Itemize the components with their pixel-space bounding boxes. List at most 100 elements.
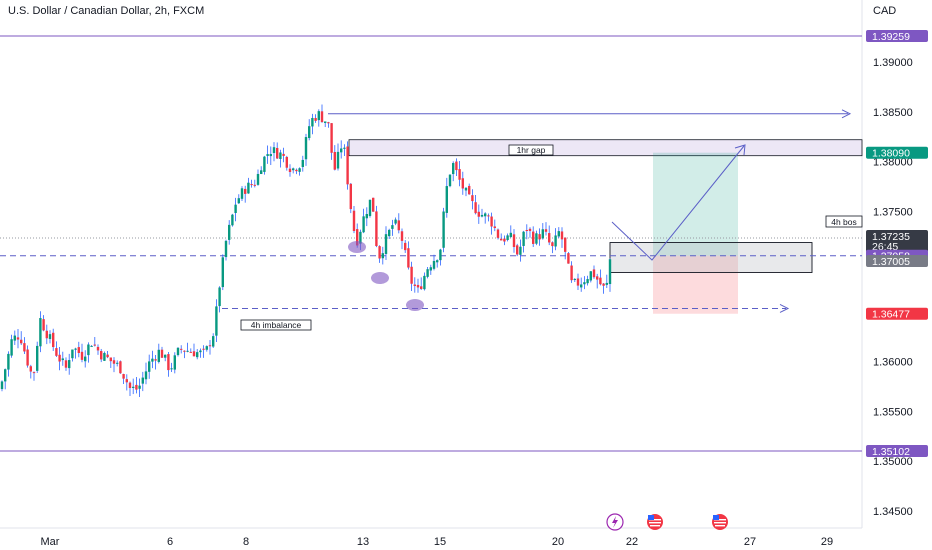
projection-arrow-head <box>734 144 746 156</box>
candle-body <box>544 229 548 232</box>
candle-body <box>436 260 439 263</box>
swing-low-marker <box>406 299 424 311</box>
candle-body <box>103 352 106 361</box>
bos-label: 4h bos <box>831 217 857 227</box>
candle-body <box>106 354 109 358</box>
price-tick-label: 1.38000 <box>873 157 913 169</box>
time-axis[interactable]: Mar 6 8 13 15 20 22 27 29 <box>41 536 834 548</box>
candle-body <box>234 204 237 213</box>
gap-label-box <box>508 144 554 156</box>
demand-box <box>609 242 813 273</box>
candle-body <box>196 352 199 358</box>
candle-body <box>23 343 26 352</box>
candle-body <box>477 211 480 217</box>
candle-body <box>445 186 448 213</box>
candle-body <box>512 234 516 248</box>
candle-body <box>324 121 327 123</box>
price-tag-label: 1.37235 <box>872 231 910 243</box>
price-tag-label: 1.39259 <box>872 31 910 43</box>
candle-body <box>583 282 586 285</box>
candle-body <box>279 152 282 159</box>
candle-body <box>52 332 55 348</box>
candle-body <box>381 253 384 259</box>
candle-body <box>423 275 426 290</box>
imbalance-label-box <box>240 319 312 331</box>
price-tick-label: 1.36000 <box>873 356 913 368</box>
candle-body <box>346 146 349 185</box>
lightning-icon[interactable] <box>606 513 624 531</box>
projection-arrow <box>611 145 745 261</box>
candle-body <box>557 231 560 237</box>
candle-body <box>384 234 388 254</box>
candle-body <box>490 216 493 227</box>
candle-body <box>68 360 71 369</box>
time-tick-label: Mar <box>41 536 60 548</box>
zones-layer <box>348 139 863 314</box>
candle-body <box>484 213 487 217</box>
candle-body <box>439 249 442 261</box>
candle-body <box>394 219 397 224</box>
candle-body <box>32 372 36 374</box>
swing-low-marker <box>371 272 389 284</box>
candle-body <box>263 156 266 172</box>
candle-body <box>375 211 378 247</box>
candle-body <box>301 159 304 167</box>
candle-body <box>135 384 138 390</box>
candle-body <box>256 173 260 185</box>
candle-body <box>509 232 512 238</box>
candle-body <box>340 148 343 153</box>
candle-body <box>429 267 432 271</box>
position-stop-zone <box>653 255 738 314</box>
candle-body <box>29 366 32 372</box>
us-flag-icon[interactable] <box>647 514 663 530</box>
candle-body <box>554 235 557 247</box>
candle-body <box>404 242 407 251</box>
candle-body <box>119 361 122 374</box>
candle-body <box>164 354 167 358</box>
candle-body <box>186 350 189 352</box>
candle-body <box>589 271 592 281</box>
candle-body <box>586 279 589 284</box>
price-tag <box>866 230 928 253</box>
candle-body <box>388 229 391 237</box>
candle-body <box>215 306 218 336</box>
candle-body <box>602 283 605 286</box>
candle-body <box>516 245 519 255</box>
us-flag-icon[interactable] <box>712 514 728 530</box>
candle-body <box>151 358 154 362</box>
candle-body <box>228 224 231 240</box>
candle-body <box>356 229 359 246</box>
candle-body <box>420 286 423 289</box>
candle-body <box>221 257 224 288</box>
candle-body <box>285 156 288 168</box>
candle-body <box>493 226 496 229</box>
candle-body <box>452 163 455 175</box>
price-tag <box>866 30 928 42</box>
candle-body <box>240 188 244 199</box>
candle-body <box>410 266 413 284</box>
candle-body <box>212 336 215 347</box>
candle-body <box>532 231 535 244</box>
candle-body <box>138 385 141 389</box>
price-tick-label: 1.37500 <box>873 207 913 219</box>
candle-body <box>560 231 564 240</box>
price-tag-label: 1.35102 <box>872 446 910 458</box>
candle-body <box>0 381 4 390</box>
price-tick-label: 1.35000 <box>873 456 913 468</box>
annotations-layer <box>348 144 746 311</box>
candle-body <box>471 195 474 202</box>
candle-body <box>160 349 164 358</box>
time-tick-label: 20 <box>552 536 564 548</box>
candle-body <box>116 362 119 364</box>
candle-body <box>320 111 324 123</box>
candle-body <box>359 231 362 244</box>
time-tick-label: 29 <box>821 536 833 548</box>
candle-body <box>442 211 445 248</box>
candle-body <box>282 153 285 156</box>
candle-body <box>480 214 484 217</box>
candle-body <box>592 269 596 278</box>
candle-body <box>260 170 263 175</box>
currency-label: CAD <box>873 5 896 17</box>
